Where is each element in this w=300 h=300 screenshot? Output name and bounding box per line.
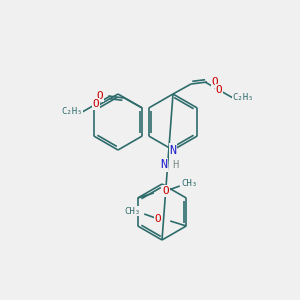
Text: O: O bbox=[212, 77, 218, 87]
Text: O: O bbox=[162, 186, 169, 196]
Text: O: O bbox=[155, 214, 162, 224]
Text: O: O bbox=[97, 91, 104, 101]
Text: H: H bbox=[172, 160, 178, 170]
Text: CH₃: CH₃ bbox=[182, 178, 198, 188]
Text: N: N bbox=[160, 158, 167, 172]
Text: O: O bbox=[216, 85, 222, 95]
Text: CH₃: CH₃ bbox=[124, 206, 140, 215]
Text: N: N bbox=[169, 143, 177, 157]
Text: C₂H₅: C₂H₅ bbox=[61, 107, 83, 116]
Text: C₂H₅: C₂H₅ bbox=[232, 94, 254, 103]
Text: O: O bbox=[93, 99, 100, 109]
